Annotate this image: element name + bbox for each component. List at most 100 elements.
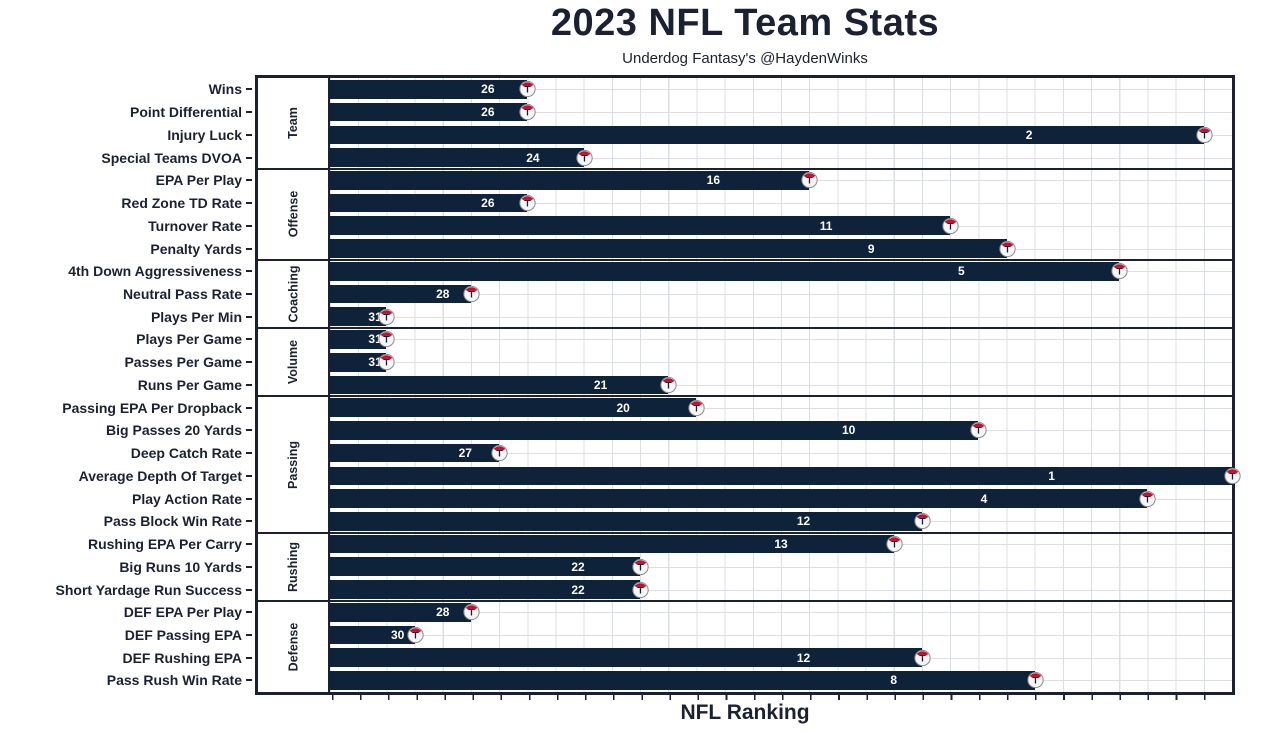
rank-bar: 16 T [330, 170, 818, 190]
bar-row-def-epa-per-play: 28 T [330, 601, 1232, 624]
svg-text:T: T [1032, 676, 1038, 686]
y-tick-mark [246, 383, 252, 386]
metric-label-text: Deep Catch Rate [130, 445, 242, 462]
bar-row-rushing-epa-per-carry: 13 T [330, 533, 1232, 556]
rank-bar: 28 T [330, 602, 480, 622]
x-axis-ticks [332, 695, 1232, 700]
bar-row-epa-per-play: 16 T [330, 169, 1232, 192]
group-separator [258, 600, 1232, 603]
rank-value-label: 9 [867, 241, 875, 256]
bar-row-def-passing-epa: 30 T [330, 624, 1232, 647]
metric-label-text: 4th Down Aggressiveness [68, 263, 242, 280]
rank-bar: 27 T [330, 443, 508, 463]
metric-label-text: Neutral Pass Rate [122, 285, 242, 302]
rank-bar: 26 T [330, 193, 536, 213]
metric-label-text: Pass Block Win Rate [103, 513, 242, 530]
category-label-volume: Volume [258, 328, 328, 396]
titans-logo-icon: T [519, 103, 536, 121]
rank-bar: 11 T [330, 216, 959, 236]
rank-value-label: 4 [980, 491, 988, 506]
y-tick-mark [246, 88, 252, 91]
rank-value-label: 1 [1048, 468, 1055, 483]
svg-text:T: T [1202, 130, 1208, 140]
svg-text:T: T [1230, 471, 1236, 481]
y-tick-mark [246, 361, 252, 364]
bar-row-big-passes-20-yards: 10 T [330, 419, 1232, 442]
category-label-defense: Defense [258, 601, 328, 692]
metric-label-text: Passes Per Game [124, 354, 242, 371]
category-label-coaching: Coaching [258, 260, 328, 328]
rank-value-label: 11 [819, 218, 833, 233]
svg-text:T: T [892, 540, 898, 550]
titans-logo-icon: T [463, 604, 480, 621]
rank-bar: 31 T [330, 352, 396, 372]
bar-row-deep-catch-rate: 27 T [330, 442, 1232, 465]
group-separator [258, 258, 1232, 261]
metric-label-text: Point Differential [129, 104, 242, 121]
svg-text:T: T [384, 335, 390, 345]
metric-label-text: Plays Per Game [136, 331, 242, 348]
titans-logo-icon: T [378, 308, 396, 325]
plot-inner: Team Offense Coaching Volume Passing Rushing D… [258, 78, 1241, 692]
y-tick-mark [246, 520, 252, 523]
y-tick-mark [246, 315, 252, 318]
category-axis: Team Offense Coaching Volume Passing Rushing D… [258, 78, 330, 692]
titans-logo-icon: T [576, 149, 593, 166]
bar-row-turnover-rate: 11 T [330, 214, 1232, 237]
svg-text:T: T [384, 358, 390, 368]
svg-text:T: T [694, 403, 700, 413]
rank-value-label: 8 [890, 673, 898, 688]
y-tick-mark [246, 679, 252, 682]
y-tick-mark [246, 133, 252, 136]
chart-title: 2023 NFL Team Stats [550, 2, 940, 44]
svg-text:T: T [638, 562, 644, 572]
rank-bar: 26 T [330, 102, 536, 122]
rank-value-label: 2 [1025, 127, 1033, 142]
rank-value-label: 28 [436, 286, 450, 301]
plot-area: Team Offense Coaching Volume Passing Rushing D… [255, 75, 1241, 695]
y-axis-labels: Wins Point Differential Injury Luck Special… [0, 78, 252, 692]
metric-label-text: Pass Rush Win Rate [106, 672, 242, 689]
category-label-text: Defense [285, 622, 300, 671]
svg-text:T: T [412, 631, 418, 641]
metric-label-epa-per-play: EPA Per Play [0, 169, 252, 192]
rank-value-label: 26 [481, 196, 495, 211]
y-tick-mark [246, 633, 252, 636]
category-label-rushing: Rushing [258, 533, 328, 601]
titans-logo-icon: T [970, 422, 987, 439]
rank-bar: 26 T [330, 80, 536, 99]
category-label-text: Rushing [286, 541, 300, 592]
metric-label-text: Special Teams DVOA [101, 149, 242, 166]
category-label-text: Offense [285, 191, 300, 238]
rank-value-label: 22 [571, 559, 585, 574]
group-separator [258, 395, 1232, 398]
svg-text:T: T [525, 108, 531, 118]
metric-label-text: Turnover Rate [148, 217, 242, 234]
y-tick-mark [246, 565, 252, 568]
chart-subtitle: Underdog Fantasy's @HaydenWinks [622, 50, 868, 67]
metric-label-injury-luck: Injury Luck [0, 123, 252, 146]
metric-label-text: Passing EPA Per Dropback [62, 399, 242, 416]
rank-bar: 31 T [330, 330, 396, 349]
metric-label-wins: Wins [0, 78, 252, 101]
bar-row-neutral-pass-rate: 28 T [330, 283, 1232, 306]
category-label-passing: Passing [258, 396, 328, 532]
titans-logo-icon: T [1111, 263, 1128, 280]
rank-bar: 10 T [330, 421, 987, 440]
titans-logo-icon: T [1027, 672, 1044, 689]
y-tick-mark [246, 452, 252, 455]
metric-label-penalty-yards: Penalty Yards [0, 237, 252, 260]
y-tick-mark [246, 224, 252, 227]
titans-logo-icon: T [914, 513, 931, 530]
y-tick-mark [246, 406, 252, 409]
metric-label-4th-down-aggressiveness: 4th Down Aggressiveness [0, 260, 252, 283]
metric-label-text: Average Depth Of Target [78, 467, 242, 484]
rank-value-label: 21 [593, 377, 608, 392]
category-label-text: Volume [285, 340, 300, 385]
titans-logo-icon: T [1139, 490, 1157, 507]
